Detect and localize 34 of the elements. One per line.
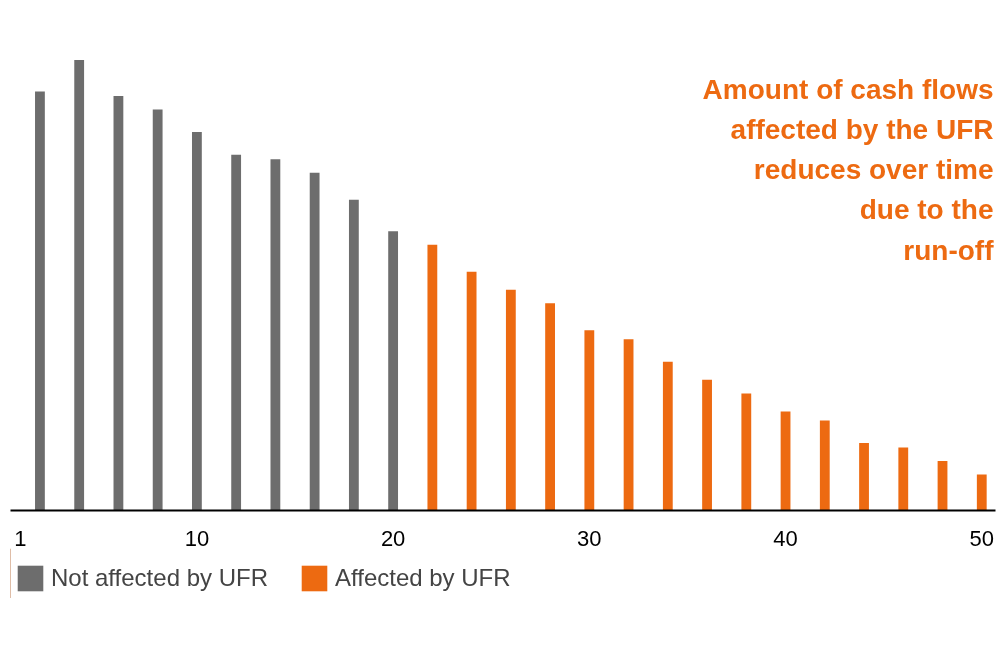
- bar: [35, 91, 45, 511]
- bar: [859, 442, 869, 511]
- legend-label: Affected by UFR: [334, 564, 511, 592]
- bar: [741, 393, 752, 511]
- x-tick-label: 40: [773, 525, 798, 551]
- bar: [545, 303, 555, 511]
- bar: [898, 447, 909, 511]
- bar: [309, 172, 320, 511]
- bar: [231, 154, 242, 511]
- bar: [113, 96, 124, 511]
- bar: [427, 244, 438, 511]
- bar: [348, 199, 359, 511]
- bar: [702, 379, 712, 511]
- bar: [937, 460, 948, 511]
- bar: [505, 289, 516, 511]
- x-tick-label: 50: [969, 525, 995, 551]
- annotation: Amount of cash flows affected by the UFR reduces over time due to the run-off: [702, 73, 995, 266]
- bar: [976, 474, 987, 511]
- bar: [466, 271, 477, 511]
- bar: [270, 159, 281, 511]
- x-tick-label: 1: [14, 525, 27, 551]
- bar: [780, 411, 791, 511]
- bar: [152, 109, 163, 511]
- legend-label: Not affected by UFR: [51, 564, 268, 592]
- bar: [74, 60, 85, 511]
- x-tick-label: 20: [380, 525, 406, 551]
- bar: [662, 361, 673, 511]
- bar: [819, 420, 830, 511]
- bar: [623, 339, 634, 511]
- bar: [388, 231, 399, 511]
- bar: [192, 132, 202, 511]
- x-tick-label: 10: [184, 525, 210, 551]
- x-tick-label: 30: [577, 525, 602, 551]
- bar: [584, 330, 595, 511]
